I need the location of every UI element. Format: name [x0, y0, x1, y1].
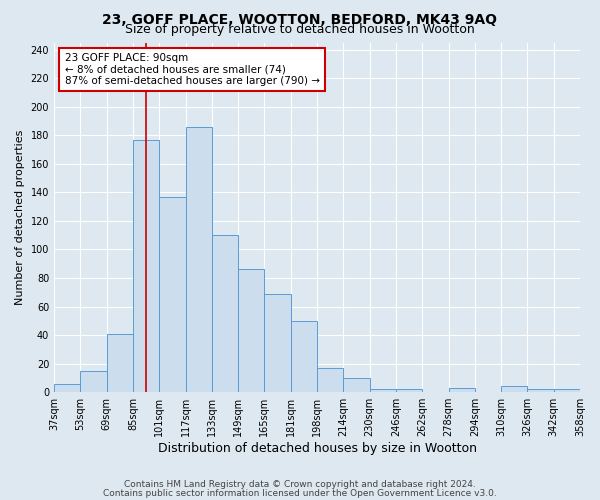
Y-axis label: Number of detached properties: Number of detached properties — [15, 130, 25, 305]
Bar — [501, 386, 527, 392]
X-axis label: Distribution of detached houses by size in Wootton: Distribution of detached houses by size … — [158, 442, 476, 455]
Bar — [159, 196, 185, 392]
Bar — [317, 368, 343, 392]
Bar — [238, 270, 265, 392]
Bar — [396, 390, 422, 392]
Bar — [107, 334, 133, 392]
Bar — [291, 321, 317, 392]
Bar — [265, 294, 291, 392]
Bar — [133, 140, 159, 392]
Text: Contains public sector information licensed under the Open Government Licence v3: Contains public sector information licen… — [103, 488, 497, 498]
Bar — [54, 384, 80, 392]
Bar — [343, 378, 370, 392]
Bar — [449, 388, 475, 392]
Bar — [212, 235, 238, 392]
Bar — [80, 371, 107, 392]
Text: 23 GOFF PLACE: 90sqm
← 8% of detached houses are smaller (74)
87% of semi-detach: 23 GOFF PLACE: 90sqm ← 8% of detached ho… — [65, 53, 320, 86]
Text: 23, GOFF PLACE, WOOTTON, BEDFORD, MK43 9AQ: 23, GOFF PLACE, WOOTTON, BEDFORD, MK43 9… — [103, 12, 497, 26]
Bar — [370, 390, 396, 392]
Text: Size of property relative to detached houses in Wootton: Size of property relative to detached ho… — [125, 22, 475, 36]
Bar — [527, 390, 554, 392]
Bar — [185, 126, 212, 392]
Bar — [554, 390, 580, 392]
Text: Contains HM Land Registry data © Crown copyright and database right 2024.: Contains HM Land Registry data © Crown c… — [124, 480, 476, 489]
